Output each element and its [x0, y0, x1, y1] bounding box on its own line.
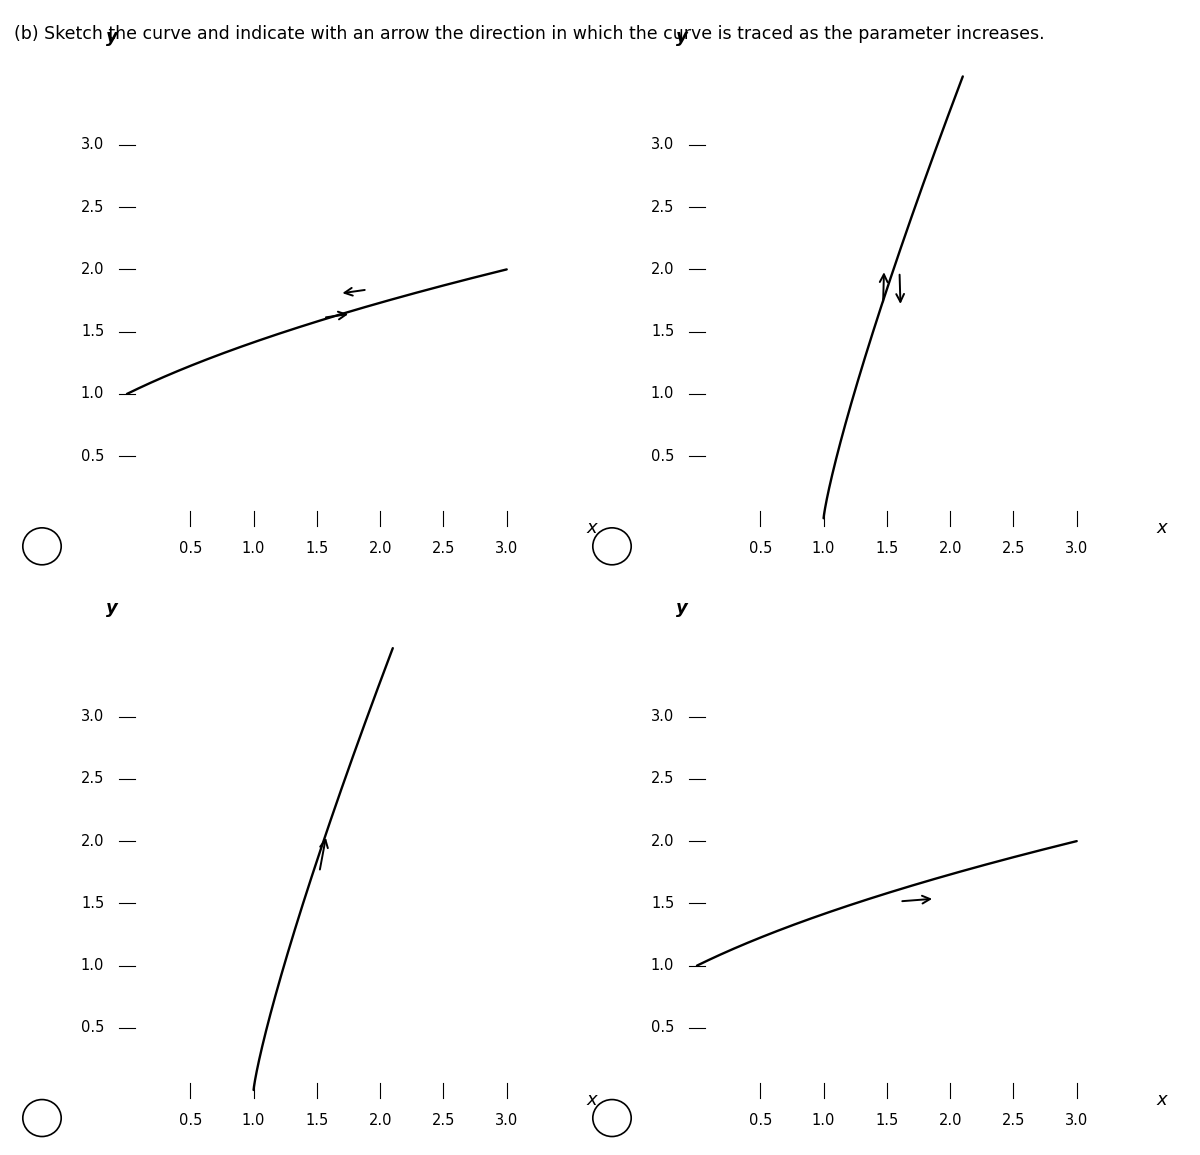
- Text: 0.5: 0.5: [80, 1020, 104, 1035]
- Text: 0.5: 0.5: [179, 541, 202, 556]
- Text: 1.0: 1.0: [80, 387, 104, 402]
- Text: 2.5: 2.5: [432, 541, 455, 556]
- Text: x: x: [587, 1091, 596, 1109]
- Text: y: y: [106, 599, 118, 617]
- Text: 3.0: 3.0: [80, 709, 104, 724]
- Text: 0.5: 0.5: [650, 1020, 674, 1035]
- Text: y: y: [676, 599, 688, 617]
- Text: 1.0: 1.0: [650, 959, 674, 974]
- Text: 1.5: 1.5: [305, 1112, 329, 1127]
- Text: 3.0: 3.0: [1066, 1112, 1088, 1127]
- Text: 1.0: 1.0: [80, 959, 104, 974]
- Text: 2.5: 2.5: [432, 1112, 455, 1127]
- Text: 1.0: 1.0: [650, 387, 674, 402]
- Text: 2.5: 2.5: [80, 200, 104, 215]
- Text: 0.5: 0.5: [80, 448, 104, 463]
- Text: y: y: [106, 28, 118, 45]
- Text: 2.0: 2.0: [650, 834, 674, 849]
- Text: 0.5: 0.5: [749, 541, 772, 556]
- Text: x: x: [1157, 1091, 1166, 1109]
- Text: 1.5: 1.5: [650, 896, 674, 911]
- Text: 1.0: 1.0: [812, 541, 835, 556]
- Text: 1.0: 1.0: [812, 1112, 835, 1127]
- Text: 2.0: 2.0: [368, 541, 392, 556]
- Text: 1.5: 1.5: [875, 1112, 899, 1127]
- Text: 1.5: 1.5: [875, 541, 899, 556]
- Text: 2.5: 2.5: [1002, 541, 1025, 556]
- Text: y: y: [676, 28, 688, 45]
- Text: 3.0: 3.0: [80, 137, 104, 152]
- Text: 2.0: 2.0: [938, 1112, 962, 1127]
- Text: 3.0: 3.0: [650, 137, 674, 152]
- Text: 2.5: 2.5: [650, 772, 674, 787]
- Text: 2.5: 2.5: [80, 772, 104, 787]
- Text: 1.0: 1.0: [242, 1112, 265, 1127]
- Text: 3.0: 3.0: [1066, 541, 1088, 556]
- Text: 3.0: 3.0: [496, 541, 518, 556]
- Text: 2.0: 2.0: [650, 262, 674, 277]
- Text: 1.5: 1.5: [305, 541, 329, 556]
- Text: 3.0: 3.0: [496, 1112, 518, 1127]
- Text: 2.0: 2.0: [938, 541, 962, 556]
- Text: 3.0: 3.0: [650, 709, 674, 724]
- Text: 2.0: 2.0: [80, 834, 104, 849]
- Text: 1.0: 1.0: [242, 541, 265, 556]
- Text: (b) Sketch the curve and indicate with an arrow the direction in which the curve: (b) Sketch the curve and indicate with a…: [14, 25, 1045, 44]
- Text: 0.5: 0.5: [650, 448, 674, 463]
- Text: 0.5: 0.5: [179, 1112, 202, 1127]
- Text: 2.5: 2.5: [650, 200, 674, 215]
- Text: 2.0: 2.0: [368, 1112, 392, 1127]
- Text: 1.5: 1.5: [650, 325, 674, 340]
- Text: 0.5: 0.5: [749, 1112, 772, 1127]
- Text: 1.5: 1.5: [80, 896, 104, 911]
- Text: 2.5: 2.5: [1002, 1112, 1025, 1127]
- Text: 1.5: 1.5: [80, 325, 104, 340]
- Text: 2.0: 2.0: [80, 262, 104, 277]
- Text: x: x: [587, 520, 596, 537]
- Text: x: x: [1157, 520, 1166, 537]
